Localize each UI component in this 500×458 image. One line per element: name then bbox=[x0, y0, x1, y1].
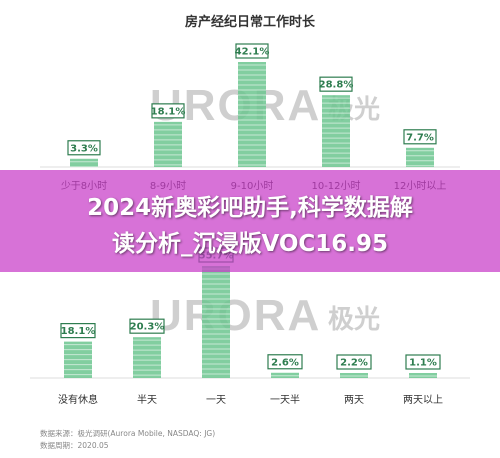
banner-line-1: 2024新奥彩吧助手,科学数据解 bbox=[87, 195, 413, 221]
chart-1-data-label: 3.3% bbox=[70, 143, 98, 154]
chart-1-bar bbox=[70, 158, 98, 167]
chart-2-data-label: 18.1% bbox=[61, 326, 96, 337]
chart-2-bar bbox=[133, 337, 161, 378]
chart-2-category-label: 两天 bbox=[344, 395, 364, 406]
chart-2-bar bbox=[202, 266, 230, 378]
chart-2-category-label: 一天半 bbox=[270, 393, 300, 406]
watermark-cn-bottom: 极光 bbox=[328, 305, 380, 335]
chart-2-data-label: 20.3% bbox=[130, 322, 165, 333]
chart-1-label-box bbox=[403, 129, 437, 145]
chart-2-data-label: 2.6% bbox=[271, 357, 299, 368]
watermark-text-bottom: URORA bbox=[150, 291, 321, 340]
chart-1-data-label: 42.1% bbox=[235, 47, 270, 58]
chart-2-category-label: 半天 bbox=[137, 393, 157, 406]
chart-2-label-box bbox=[336, 354, 372, 370]
chart-1-label-box bbox=[319, 76, 353, 92]
chart-1-title: 房产经纪日常工作时长 bbox=[185, 14, 316, 30]
footer: 数据来源：极光调研(Aurora Mobile, NASDAQ: JG) 数据周… bbox=[40, 428, 215, 452]
chart-2-label-box bbox=[129, 318, 165, 334]
chart-2-label-box bbox=[267, 354, 303, 370]
chart-1-bar bbox=[406, 147, 434, 167]
chart-1-data-label: 7.7% bbox=[406, 132, 434, 143]
chart-2-category-label: 两天以上 bbox=[403, 394, 443, 406]
chart-2-data-label: 1.1% bbox=[409, 358, 437, 369]
chart-2-category-label: 没有休息 bbox=[58, 393, 98, 406]
footer-source: 数据来源：极光调研(Aurora Mobile, NASDAQ: JG) bbox=[40, 429, 216, 438]
chart-2-label-box bbox=[405, 354, 441, 370]
chart-1-bar bbox=[322, 95, 350, 167]
footer-date: 数据周期：2020.05 bbox=[40, 441, 109, 450]
chart-2-label-box bbox=[60, 323, 96, 339]
banner-line-2: 读分析_沉浸版VOC16.95 bbox=[111, 231, 389, 257]
chart-1-data-label: 28.8% bbox=[319, 80, 354, 91]
chart-1-label-box bbox=[151, 103, 185, 119]
chart-1-data-label: 18.1% bbox=[151, 106, 186, 117]
promo-banner: 2024新奥彩吧助手,科学数据解 读分析_沉浸版VOC16.95 bbox=[0, 170, 500, 272]
chart-2-data-label: 2.2% bbox=[340, 358, 368, 369]
chart-2-category-label: 一天 bbox=[206, 395, 226, 406]
chart-2-bars: 18.1%没有休息20.3%半天55.7%一天2.6%一天半2.2%两天1.1%… bbox=[58, 247, 443, 406]
chart-1-label-box bbox=[235, 43, 269, 59]
chart-1-label-box bbox=[67, 140, 101, 156]
